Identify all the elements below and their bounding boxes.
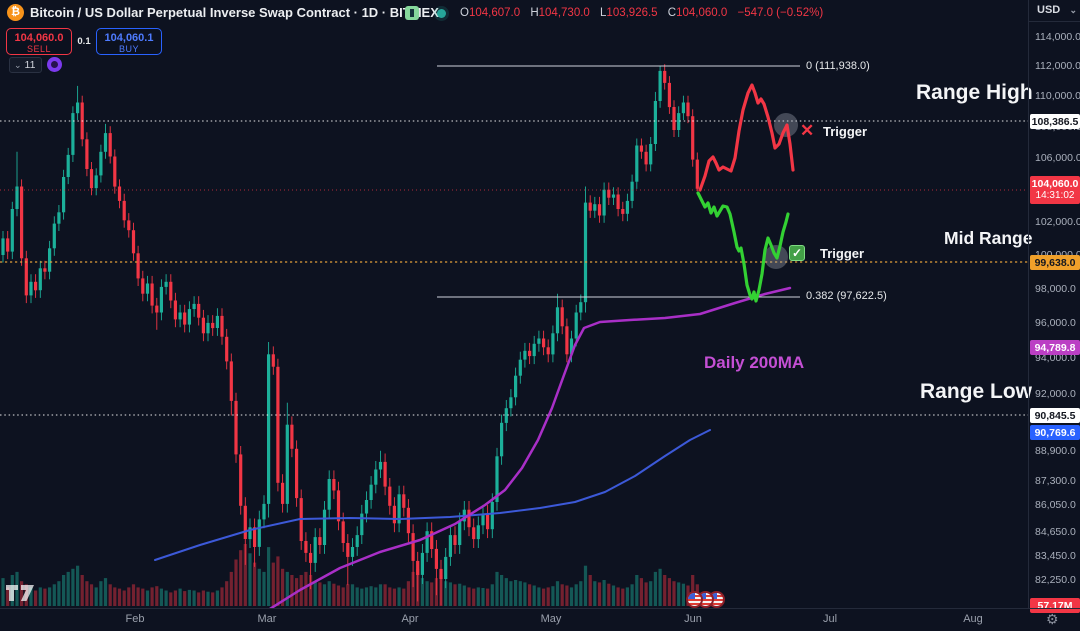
trigger-label-high[interactable]: Trigger xyxy=(823,124,868,139)
month-label-feb: Feb xyxy=(125,613,145,625)
annotation-range-high[interactable]: Range High xyxy=(916,81,1033,104)
price-tick: 96,000.0 xyxy=(1035,317,1076,329)
symbol-title[interactable]: Bitcoin / US Dollar Perpetual Inverse Sw… xyxy=(30,5,439,20)
price-tick: 94,000.0 xyxy=(1035,352,1076,364)
check-mark-icon[interactable] xyxy=(789,245,805,261)
trigger-label-mid[interactable]: Trigger xyxy=(820,246,865,261)
volume-value-tag: 57.17M xyxy=(1030,598,1080,613)
ohlc-low-value: 103,926.5 xyxy=(606,7,658,19)
price-tick: 83,450.0 xyxy=(1035,550,1076,562)
quantity-dropdown[interactable]: 11 xyxy=(9,57,43,73)
month-label-mar: Mar xyxy=(257,613,277,625)
spread-value: 0.1 xyxy=(77,36,91,47)
sell-label: SELL xyxy=(26,44,52,54)
chevron-down-icon xyxy=(1069,5,1077,16)
ohlc-close-key: C xyxy=(667,7,677,19)
currency-dropdown[interactable]: USD xyxy=(1029,0,1080,22)
price-tick: 92,000.0 xyxy=(1035,388,1076,400)
ohlc-change-value: −547.0 (−0.52%) xyxy=(737,7,824,19)
currency-label: USD xyxy=(1037,4,1061,16)
chart-type-candles-icon[interactable] xyxy=(405,6,419,20)
month-label-aug: Aug xyxy=(963,613,983,625)
ohlc-high-key: H xyxy=(530,7,539,19)
month-label-may: May xyxy=(540,613,562,625)
price-tick: 110,000.0 xyxy=(1035,90,1080,102)
ohlc-open-value: 104,607.0 xyxy=(468,7,521,19)
price-axis[interactable]: USD 114,000.0112,000.0110,000.0108,000.0… xyxy=(1028,0,1080,613)
purple-200ma-line[interactable] xyxy=(230,286,792,608)
ohlc-open-key: O xyxy=(460,7,469,19)
ohlc-low-key: L xyxy=(600,7,607,19)
price-tick: 86,050.0 xyxy=(1035,499,1076,511)
bearish-projection[interactable] xyxy=(698,83,795,192)
mid-range-level-tag: 99,638.0 xyxy=(1030,255,1080,270)
price-tick: 84,650.0 xyxy=(1035,526,1076,538)
current-price-tag: 104,060.0 14:31:02 xyxy=(1030,176,1080,204)
buy-label: BUY xyxy=(118,44,139,54)
annotation-range-low[interactable]: Range Low xyxy=(920,380,1033,403)
chevron-down-icon xyxy=(14,60,22,70)
purple-ma-value-tag: 94,789.8 xyxy=(1030,340,1080,355)
volume-bars xyxy=(1,544,699,606)
ohlc-close-value: 104,060.0 xyxy=(676,7,728,19)
fib-0-label[interactable]: 0 (111,938.0) xyxy=(806,60,870,72)
month-label-jun: Jun xyxy=(684,613,702,625)
us-flag-icon xyxy=(686,591,703,608)
market-open-dot-icon xyxy=(437,9,446,18)
range-low-level-tag: 90,845.5 xyxy=(1030,408,1080,423)
price-tick: 106,000.0 xyxy=(1035,152,1080,164)
annotation-daily-200ma[interactable]: Daily 200MA xyxy=(704,353,805,372)
fib-382-label[interactable]: 0.382 (97,622.5) xyxy=(806,290,887,302)
bitcoin-logo-icon xyxy=(7,4,24,21)
ohlc-readout: O104,607.0 H104,730.0 L103,926.5 C104,06… xyxy=(460,7,823,19)
candlestick-chart[interactable] xyxy=(0,0,1028,608)
blue-ma-value-tag: 90,769.6 xyxy=(1030,425,1080,440)
month-label-apr: Apr xyxy=(401,613,419,625)
candles xyxy=(1,64,699,606)
quantity-value: 11 xyxy=(24,59,36,71)
price-tick: 114,000.0 xyxy=(1035,31,1080,43)
blue-ma-line[interactable] xyxy=(154,429,711,561)
month-label-jul: Jul xyxy=(822,613,838,625)
sell-price: 104,060.0 xyxy=(14,32,64,44)
price-tick: 82,250.0 xyxy=(1035,574,1076,586)
settings-gear-icon[interactable] xyxy=(1046,611,1059,628)
buy-button[interactable]: 104,060.1 BUY xyxy=(96,28,162,55)
x-mark-icon[interactable] xyxy=(800,121,814,141)
time-axis[interactable]: Feb Mar Apr May Jun Jul Aug xyxy=(0,608,1080,631)
chart-header: Bitcoin / US Dollar Perpetual Inverse Sw… xyxy=(0,0,1028,26)
price-tick: 98,000.0 xyxy=(1035,283,1076,295)
ohlc-high-value: 104,730.0 xyxy=(538,7,590,19)
bullish-projection[interactable] xyxy=(696,191,790,303)
purple-ring-icon[interactable] xyxy=(47,57,62,72)
tradingview-logo[interactable] xyxy=(5,583,37,608)
range-high-level-tag: 108,386.5 xyxy=(1030,114,1080,129)
sell-button[interactable]: 104,060.0 SELL xyxy=(6,28,72,55)
buy-price: 104,060.1 xyxy=(104,32,154,44)
annotation-mid-range[interactable]: Mid Range xyxy=(944,228,1033,248)
price-tick: 102,000.0 xyxy=(1035,216,1080,228)
price-tick: 87,300.0 xyxy=(1035,475,1076,487)
price-tick: 112,000.0 xyxy=(1035,60,1080,72)
price-tick: 88,900.0 xyxy=(1035,445,1076,457)
